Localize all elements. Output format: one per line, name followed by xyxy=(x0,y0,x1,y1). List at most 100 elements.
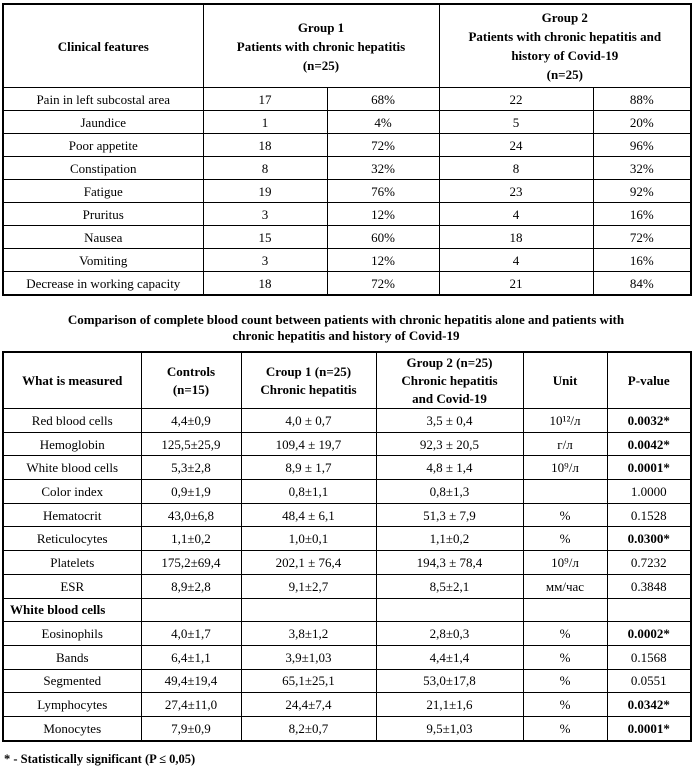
group1-count-cell: 17 xyxy=(202,87,328,111)
group1-value-cell: 0,8±1,1 xyxy=(240,479,377,504)
measure-cell: Platelets xyxy=(2,550,142,575)
blood-table-row: Monocytes 7,9±0,9 8,2±0,7 9,5±1,03% 0.0001* xyxy=(2,715,692,742)
unit-cell: % xyxy=(522,644,608,670)
group2-percent-cell: 92% xyxy=(592,179,692,203)
measure-cell: ESR xyxy=(2,573,142,599)
group1-percent-cell: 60% xyxy=(326,225,440,249)
clinical-table-row: Jaundice 1 4% 5 20% xyxy=(2,110,692,134)
blood-table-row: Lymphocytes 27,4±11,0 24,4±7,4 21,1±1,6% 0.0… xyxy=(2,692,692,717)
empty-cell xyxy=(140,597,242,623)
section-label-cell: White blood cells xyxy=(2,597,142,623)
unit-cell: % xyxy=(522,621,608,646)
group1-percent-cell: 4% xyxy=(326,110,440,134)
group1-value-cell: 8,9 ± 1,7 xyxy=(240,455,377,481)
pvalue-cell: 0.0300* xyxy=(606,526,692,552)
blood-table-row: Red blood cells 4,4±0,9 4,0 ± 0,7 3,5 ± 0,4… xyxy=(2,408,692,433)
feature-cell: Vomiting xyxy=(2,248,204,272)
group1-count-cell: 15 xyxy=(202,225,328,249)
pvalue-cell: 0.3848 xyxy=(606,573,692,599)
measure-cell: Lymphocytes xyxy=(2,692,142,717)
group2-value-cell: 9,5±1,03 xyxy=(375,715,524,742)
pvalue-cell: 0.0551 xyxy=(606,668,692,694)
clinical-table-row: Poor appetite 18 72% 24 96% xyxy=(2,133,692,157)
group2-value-cell: 92,3 ± 20,5 xyxy=(375,431,524,457)
group1-percent-cell: 76% xyxy=(326,179,440,203)
group2-count-cell: 4 xyxy=(438,202,594,226)
group2-value-cell: 194,3 ± 78,4 xyxy=(375,550,524,575)
blood-table-row: Hemoglobin 125,5±25,9 109,4 ± 19,7 92,3 ± 2… xyxy=(2,431,692,457)
clinical-table-row: Decrease in working capacity 18 72% 21 84% xyxy=(2,271,692,296)
blood-table-row: Reticulocytes 1,1±0,2 1,0±0,1 1,1±0,2% 0.030… xyxy=(2,526,692,552)
measure-cell: Hematocrit xyxy=(2,502,142,528)
clinical-features-table: Clinical features Group 1 Patients with … xyxy=(2,3,692,296)
group2-value-cell: 4,4±1,4 xyxy=(375,644,524,670)
measure-cell: Hemoglobin xyxy=(2,431,142,457)
pvalue-cell: 0.1568 xyxy=(606,644,692,670)
unit-header: Unit xyxy=(522,351,608,409)
blood-count-table: What is measured Controls (n=15) Croup 1… xyxy=(2,351,692,742)
blood-table-row: Hematocrit 43,0±6,8 48,4 ± 6,1 51,3 ± 7,9% 0… xyxy=(2,502,692,528)
controls-value-cell: 49,4±19,4 xyxy=(140,668,242,694)
group2-count-cell: 5 xyxy=(438,110,594,134)
group2-value-cell: 21,1±1,6 xyxy=(375,692,524,717)
significance-footnote: * - Statistically significant (P ≤ 0,05) xyxy=(4,751,196,766)
clinical-table-row: Pruritus 3 12% 4 16% xyxy=(2,202,692,226)
group2-header: Group 2 Patients with chronic hepatitis … xyxy=(438,3,692,88)
unit-cell xyxy=(522,479,608,504)
group1-count-cell: 18 xyxy=(202,133,328,157)
controls-value-cell: 0,9±1,9 xyxy=(140,479,242,504)
unit-cell: % xyxy=(522,526,608,552)
group1-value-cell: 65,1±25,1 xyxy=(240,668,377,694)
empty-cell xyxy=(240,597,377,623)
unit-cell: 10¹²/л xyxy=(522,408,608,433)
controls-header: Controls (n=15) xyxy=(140,351,242,409)
pvalue-cell: 1.0000 xyxy=(606,479,692,504)
feature-cell: Nausea xyxy=(2,225,204,249)
group2-percent-cell: 72% xyxy=(592,225,692,249)
group2-count-cell: 8 xyxy=(438,156,594,180)
group2-count-cell: 4 xyxy=(438,248,594,272)
clinical-table-row: Pain in left subcostal area 17 68% 22 88% xyxy=(2,87,692,111)
controls-value-cell: 43,0±6,8 xyxy=(140,502,242,528)
blood-count-rows: Red blood cells 4,4±0,9 4,0 ± 0,7 3,5 ± 0,4… xyxy=(2,408,692,742)
measure-cell: Color index xyxy=(2,479,142,504)
measure-cell: Segmented xyxy=(2,668,142,694)
group1-count-cell: 18 xyxy=(202,271,328,296)
group2-percent-cell: 84% xyxy=(592,271,692,296)
pvalue-cell: 0.1528 xyxy=(606,502,692,528)
blood-table-row: ESR 8,9±2,8 9,1±2,7 8,5±2,1 мм/час 0.3848 xyxy=(2,573,692,599)
blood-table-section-row: White blood cells xyxy=(2,597,692,623)
pvalue-cell: 0.0032* xyxy=(606,408,692,433)
group2-value-cell: 3,5 ± 0,4 xyxy=(375,408,524,433)
group1-percent-cell: 32% xyxy=(326,156,440,180)
blood-table-row: Segmented 49,4±19,4 65,1±25,1 53,0±17,8% 0.0… xyxy=(2,668,692,694)
group1-percent-cell: 68% xyxy=(326,87,440,111)
feature-cell: Jaundice xyxy=(2,110,204,134)
controls-value-cell: 175,2±69,4 xyxy=(140,550,242,575)
group2-percent-cell: 16% xyxy=(592,202,692,226)
pvalue-cell: 0.0001* xyxy=(606,455,692,481)
clinical-features-header: Clinical features xyxy=(2,3,204,88)
unit-cell: % xyxy=(522,668,608,694)
feature-cell: Constipation xyxy=(2,156,204,180)
group1-percent-cell: 12% xyxy=(326,248,440,272)
controls-value-cell: 125,5±25,9 xyxy=(140,431,242,457)
group1-value-cell: 48,4 ± 6,1 xyxy=(240,502,377,528)
controls-value-cell: 4,0±1,7 xyxy=(140,621,242,646)
controls-value-cell: 1,1±0,2 xyxy=(140,526,242,552)
group2-count-cell: 21 xyxy=(438,271,594,296)
clinical-table-row: Vomiting 3 12% 4 16% xyxy=(2,248,692,272)
group2-percent-cell: 88% xyxy=(592,87,692,111)
controls-value-cell: 7,9±0,9 xyxy=(140,715,242,742)
group2-value-cell: 0,8±1,3 xyxy=(375,479,524,504)
clinical-table-row: Fatigue 19 76% 23 92% xyxy=(2,179,692,203)
group1-value-cell: 4,0 ± 0,7 xyxy=(240,408,377,433)
unit-cell: 10⁹/л xyxy=(522,455,608,481)
group1-value-cell: 3,9±1,03 xyxy=(240,644,377,670)
group2-value-cell: 53,0±17,8 xyxy=(375,668,524,694)
group2-count-cell: 23 xyxy=(438,179,594,203)
pvalue-cell: 0.7232 xyxy=(606,550,692,575)
group1-value-cell: 109,4 ± 19,7 xyxy=(240,431,377,457)
group1-blood-header: Croup 1 (n=25) Chronic hepatitis xyxy=(240,351,377,409)
feature-cell: Fatigue xyxy=(2,179,204,203)
